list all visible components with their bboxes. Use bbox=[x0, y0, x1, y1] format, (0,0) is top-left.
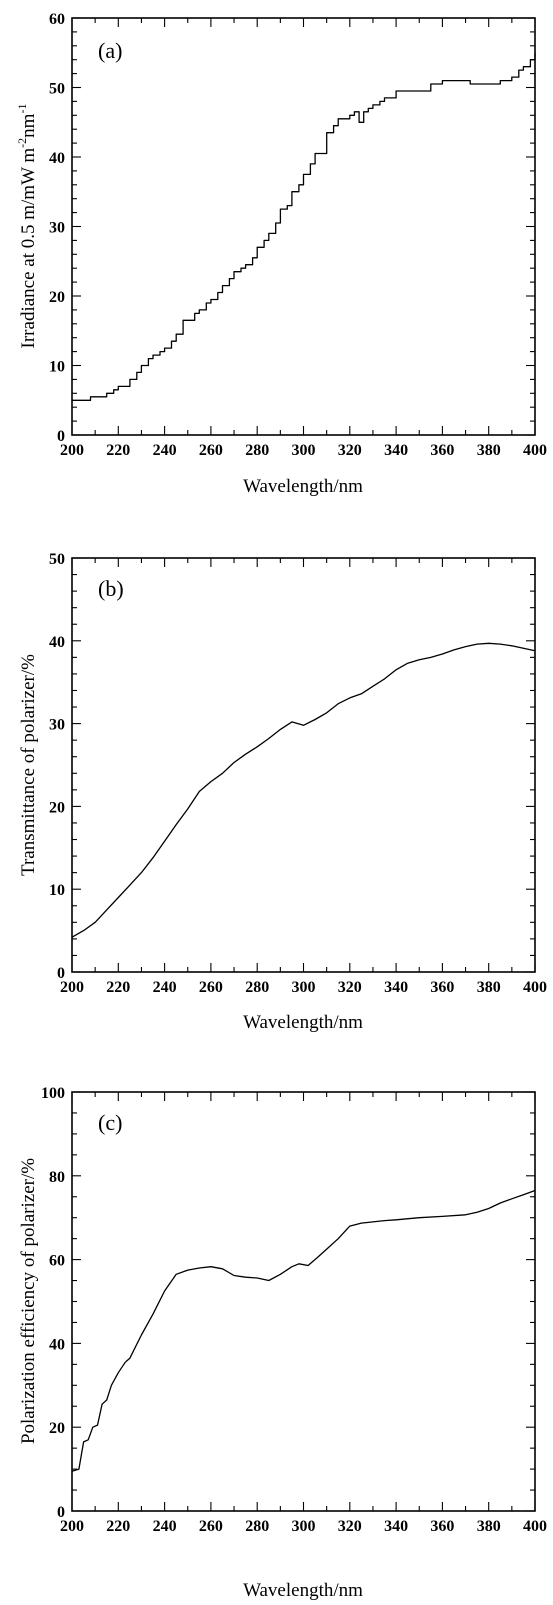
y-tick-label-a: 10 bbox=[49, 359, 65, 376]
ticks-c bbox=[71, 1091, 536, 1512]
x-tick-label-b: 200 bbox=[60, 979, 84, 996]
y-tick-label-b: 40 bbox=[49, 634, 65, 651]
ticks-b bbox=[71, 557, 536, 973]
x-axis-label-b: Wavelength/nm bbox=[243, 1012, 363, 1033]
tick-labels-c: 200 220 240 260 280 300 320 340 360 380 400 0 20 40 60… bbox=[41, 1085, 547, 1535]
y-tick-label-a: 60 bbox=[49, 11, 65, 28]
panel-label-b: (b) bbox=[98, 576, 124, 601]
x-tick-label-a: 260 bbox=[199, 442, 223, 459]
x-tick-label-b: 280 bbox=[245, 979, 269, 996]
x-tick-label-b: 340 bbox=[384, 979, 408, 996]
y-tick-label-b: 30 bbox=[49, 717, 65, 734]
tick-labels-a: 200 220 240 260 280 300 320 340 360 380 400 0 10 20 30… bbox=[49, 11, 547, 459]
chart-panel-b: 200 220 240 260 280 300 320 340 360 380 400 0 10 20 30… bbox=[18, 551, 547, 1033]
data-series-a bbox=[72, 52, 536, 401]
panel-label-a: (a) bbox=[98, 38, 122, 63]
x-tick-label-b: 320 bbox=[338, 979, 362, 996]
y-tick-label-c: 20 bbox=[49, 1420, 65, 1437]
y-tick-label-b: 0 bbox=[57, 965, 65, 982]
x-tick-label-a: 320 bbox=[338, 442, 362, 459]
x-tick-label-c: 360 bbox=[430, 1518, 454, 1535]
y-tick-label-a: 50 bbox=[49, 81, 65, 98]
x-tick-label-c: 340 bbox=[384, 1518, 408, 1535]
x-tick-label-c: 400 bbox=[523, 1518, 547, 1535]
y-tick-label-b: 10 bbox=[49, 882, 65, 899]
x-tick-label-c: 320 bbox=[338, 1518, 362, 1535]
x-tick-label-b: 360 bbox=[430, 979, 454, 996]
y-tick-label-c: 60 bbox=[49, 1253, 65, 1270]
y-axis-label-a: Irradiance at 0.5 m/mW m-2nm-1 bbox=[15, 104, 39, 349]
y-tick-label-c: 100 bbox=[41, 1085, 65, 1102]
chart-panel-c: 200 220 240 260 280 300 320 340 360 380 400 0 20 40 60… bbox=[18, 1085, 547, 1601]
x-tick-label-a: 200 bbox=[60, 442, 84, 459]
chart-panel-a: 200 220 240 260 280 300 320 340 360 380 400 0 10 20 30… bbox=[15, 11, 547, 497]
y-axis-label-c: Polarization efficiency of polarizer/% bbox=[18, 1158, 39, 1444]
x-tick-label-c: 380 bbox=[477, 1518, 501, 1535]
y-tick-label-b: 50 bbox=[49, 551, 65, 568]
x-tick-label-b: 300 bbox=[292, 979, 316, 996]
plot-frame-b bbox=[71, 557, 536, 973]
x-tick-label-a: 340 bbox=[384, 442, 408, 459]
x-tick-label-c: 200 bbox=[60, 1518, 84, 1535]
y-tick-label-a: 30 bbox=[49, 220, 65, 237]
x-tick-label-b: 260 bbox=[199, 979, 223, 996]
x-tick-label-a: 360 bbox=[430, 442, 454, 459]
x-tick-label-c: 280 bbox=[245, 1518, 269, 1535]
x-tick-label-a: 300 bbox=[292, 442, 316, 459]
x-tick-label-b: 400 bbox=[523, 979, 547, 996]
y-tick-label-c: 80 bbox=[49, 1169, 65, 1186]
y-tick-label-a: 40 bbox=[49, 150, 65, 167]
x-tick-label-a: 400 bbox=[523, 442, 547, 459]
x-tick-label-a: 220 bbox=[106, 442, 130, 459]
y-axis-label-b: Transmittance of polarizer/% bbox=[18, 654, 39, 876]
x-tick-label-b: 380 bbox=[477, 979, 501, 996]
tick-labels-b: 200 220 240 260 280 300 320 340 360 380 400 0 10 20 30… bbox=[49, 551, 547, 996]
x-tick-label-c: 300 bbox=[292, 1518, 316, 1535]
x-tick-label-b: 240 bbox=[153, 979, 177, 996]
panel-label-c: (c) bbox=[98, 1110, 122, 1135]
x-axis-label-c: Wavelength/nm bbox=[243, 1580, 363, 1601]
y-tick-label-c: 40 bbox=[49, 1336, 65, 1353]
y-tick-label-c: 0 bbox=[57, 1504, 65, 1521]
x-tick-label-c: 220 bbox=[106, 1518, 130, 1535]
y-tick-label-a: 20 bbox=[49, 289, 65, 306]
y-tick-label-a: 0 bbox=[57, 428, 65, 445]
x-tick-label-a: 280 bbox=[245, 442, 269, 459]
plot-frame-c bbox=[71, 1091, 536, 1512]
y-tick-label-b: 20 bbox=[49, 799, 65, 816]
x-axis-label-a: Wavelength/nm bbox=[243, 476, 363, 497]
x-tick-label-a: 240 bbox=[153, 442, 177, 459]
x-tick-label-c: 260 bbox=[199, 1518, 223, 1535]
data-series-b bbox=[71, 642, 536, 938]
data-series-c bbox=[71, 1189, 536, 1472]
x-tick-label-c: 240 bbox=[153, 1518, 177, 1535]
ticks-a bbox=[71, 17, 536, 436]
x-tick-label-a: 380 bbox=[477, 442, 501, 459]
x-tick-label-b: 220 bbox=[106, 979, 130, 996]
